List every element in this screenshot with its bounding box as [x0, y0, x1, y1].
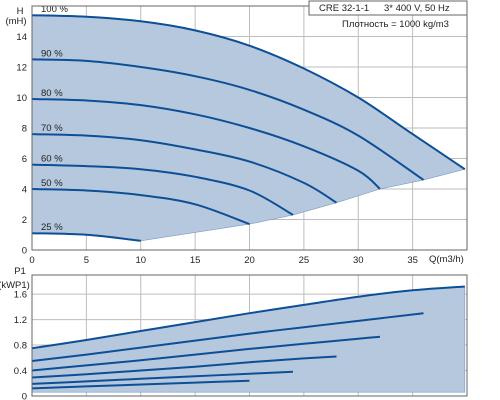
pump-model: CRE 32-1-1	[319, 3, 369, 14]
head-x-tick-label: 15	[190, 255, 201, 266]
head-x-tick-label: 10	[135, 255, 146, 266]
head-curves	[31, 14, 466, 242]
head-curve-80pct	[31, 98, 381, 190]
head-x-tick-labels: 0 5 10 15 20 25 30 35	[29, 255, 418, 266]
head-y-tick-label: 12	[16, 63, 27, 74]
head-y-tick-label: 6	[22, 154, 27, 165]
head-plot-frame	[31, 5, 468, 251]
head-curve-25pct	[31, 232, 141, 242]
head-y-tick-label: 4	[22, 185, 27, 196]
power-curves	[31, 285, 465, 390]
head-curve-label: 70 %	[41, 123, 63, 134]
head-x-tick-label: 5	[84, 255, 89, 266]
power-curve-60pct	[31, 370, 294, 385]
head-curve-50pct	[31, 188, 250, 226]
head-y-tick-label: 14	[16, 32, 27, 43]
head-chart: 100 % 90 % 80 % 70 % 60 % 50 % 25 % 0 2 4 6 8 10 12 1…	[5, 4, 468, 266]
head-y-axis-unit: (mH)	[5, 16, 26, 27]
head-y-tick-label: 10	[16, 93, 27, 104]
head-curve-label: 90 %	[41, 48, 63, 59]
power-curve-70pct	[31, 355, 337, 379]
head-curve-100pct	[31, 14, 466, 171]
head-x-tick-label: 20	[244, 255, 255, 266]
head-curve-labels: 100 % 90 % 80 % 70 % 60 % 50 % 25 %	[41, 4, 68, 233]
power-curve-80pct	[31, 335, 381, 372]
head-y-tick-label: 0	[22, 246, 27, 257]
power-y-tick-labels: 0 0.4 0.8 1.2 1.6	[14, 290, 27, 400]
power-y-axis-label: P1	[14, 266, 26, 277]
head-curve-label: 25 %	[41, 222, 63, 233]
info-box: CRE 32-1-1 3* 400 V, 50 Hz Плотность = 1…	[308, 0, 468, 30]
head-x-tick-label: 0	[29, 255, 34, 266]
head-y-tick-label: 8	[22, 124, 27, 135]
head-curve-label: 60 %	[41, 154, 63, 165]
head-x-tick-label: 25	[299, 255, 310, 266]
power-y-tick-label: 0.8	[14, 341, 27, 352]
head-curve-90pct	[31, 58, 425, 181]
head-x-axis-label: Q(m3/h)	[429, 254, 464, 265]
power-y-tick-label: 1.6	[14, 290, 27, 301]
head-y-axis-label: H	[17, 6, 24, 17]
power-curve-50pct	[31, 379, 250, 390]
head-curve-70pct	[31, 133, 338, 204]
power-supply: 3* 400 V, 50 Hz	[384, 3, 450, 14]
power-y-tick-label: 0.4	[14, 366, 27, 377]
head-curve-60pct	[31, 163, 294, 216]
head-y-tick-labels: 0 2 4 6 8 10 12 14	[16, 32, 27, 257]
power-y-axis-unit: (kWP1)	[0, 280, 30, 291]
head-y-tick-label: 2	[22, 215, 27, 226]
power-y-tick-label: 1.2	[14, 315, 27, 326]
power-chart: 0 0.4 0.8 1.2 1.6 P1 (kWP1)	[0, 266, 468, 400]
fluid-density: Плотность = 1000 kg/m3	[342, 19, 449, 30]
head-x-tick-label: 35	[407, 255, 418, 266]
head-curve-label: 50 %	[41, 178, 63, 189]
head-x-tick-label: 30	[353, 255, 364, 266]
power-curve-90pct	[31, 312, 424, 362]
head-curve-label: 100 %	[41, 4, 68, 15]
power-curve-100pct	[31, 285, 465, 350]
info-box-frame	[308, 0, 468, 16]
power-plot-frame	[31, 274, 468, 397]
power-y-tick-label: 0	[22, 392, 27, 400]
head-curve-label: 80 %	[41, 88, 63, 99]
